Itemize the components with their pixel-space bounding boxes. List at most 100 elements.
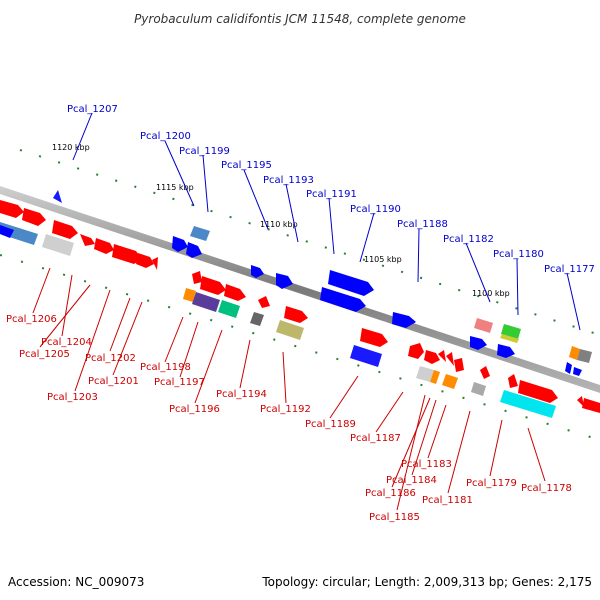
scale-label: 1115 kbp [156, 183, 194, 192]
gene-arrow[interactable] [392, 312, 416, 328]
gene-arrow[interactable] [565, 362, 572, 374]
gene-label-bottom[interactable]: Pcal_1201 [88, 376, 139, 387]
accession-text: Accession: NC_009073 [8, 575, 144, 589]
gene-arrow[interactable] [0, 225, 14, 238]
gene-block[interactable] [42, 234, 74, 256]
gene-arrow[interactable] [200, 276, 226, 295]
scale-ticks [19, 149, 600, 336]
gene-block[interactable] [442, 374, 458, 389]
gene-block[interactable] [276, 320, 304, 340]
scale-label: 1100 kbp [472, 289, 510, 298]
gene-block[interactable] [500, 390, 556, 418]
gene-arrow[interactable] [480, 366, 490, 379]
gene-label-top[interactable]: Pcal_1191 [306, 189, 357, 200]
gene-arrow[interactable] [172, 236, 188, 252]
gene-label-top[interactable]: Pcal_1200 [140, 131, 191, 142]
gene-arrow[interactable] [152, 257, 158, 270]
gene-label-bottom[interactable]: Pcal_1184 [386, 475, 437, 486]
gene-label-bottom[interactable]: Pcal_1202 [85, 353, 136, 364]
gene-arrow[interactable] [80, 234, 95, 246]
scale-label: 1105 kbp [364, 255, 402, 264]
gene-label-bottom[interactable]: Pcal_1192 [260, 404, 311, 415]
gene-label-bottom[interactable]: Pcal_1203 [47, 392, 98, 403]
gene-block[interactable] [218, 300, 240, 318]
gene-block[interactable] [430, 370, 440, 384]
gene-block[interactable] [471, 382, 486, 396]
gene-label-top[interactable]: Pcal_1180 [493, 249, 544, 260]
gene-arrow[interactable] [408, 343, 424, 359]
gene-arrow[interactable] [438, 350, 446, 362]
gene-arrow[interactable] [284, 306, 308, 323]
gene-track-upper [53, 190, 582, 376]
gene-arrow[interactable] [577, 396, 584, 407]
gene-arrow[interactable] [258, 296, 270, 308]
gene-arrow[interactable] [224, 284, 246, 301]
gene-arrow[interactable] [136, 253, 154, 268]
gene-arrow[interactable] [454, 358, 464, 372]
gene-arrow[interactable] [251, 265, 264, 278]
gene-label-bottom[interactable]: Pcal_1204 [41, 337, 92, 348]
gene-label-bottom[interactable]: Pcal_1187 [350, 433, 401, 444]
gene-block[interactable] [569, 346, 580, 360]
gene-arrow[interactable] [53, 190, 62, 203]
gene-arrow[interactable] [518, 380, 558, 403]
gene-block[interactable] [192, 292, 220, 312]
gene-label-top[interactable]: Pcal_1193 [263, 175, 314, 186]
gene-block[interactable] [350, 345, 382, 367]
gene-label-top[interactable]: Pcal_1207 [67, 104, 118, 115]
gene-label-bottom[interactable]: Pcal_1205 [19, 349, 70, 360]
gene-arrow[interactable] [497, 344, 515, 358]
gene-label-bottom[interactable]: Pcal_1197 [154, 377, 205, 388]
map-title: Pyrobaculum calidifontis JCM 11548, comp… [134, 12, 466, 26]
gene-block[interactable] [0, 222, 38, 245]
gene-arrow[interactable] [276, 273, 293, 289]
gene-arrow[interactable] [573, 367, 582, 376]
gene-block[interactable] [474, 318, 493, 333]
gene-label-bottom[interactable]: Pcal_1179 [466, 478, 517, 489]
gene-label-top[interactable]: Pcal_1199 [179, 146, 230, 157]
gene-label-top[interactable]: Pcal_1177 [544, 264, 595, 275]
gene-arrow[interactable] [0, 200, 24, 218]
gene-label-bottom[interactable]: Pcal_1189 [305, 419, 356, 430]
gene-label-top[interactable]: Pcal_1182 [443, 234, 494, 245]
gene-label-top[interactable]: Pcal_1195 [221, 160, 272, 171]
gene-label-bottom[interactable]: Pcal_1185 [369, 512, 420, 523]
leader-lines-bottom [32, 267, 546, 511]
gene-arrow[interactable] [52, 220, 78, 239]
gene-label-top[interactable]: Pcal_1190 [350, 204, 401, 215]
gene-label-bottom[interactable]: Pcal_1186 [365, 488, 416, 499]
gene-label-bottom[interactable]: Pcal_1181 [422, 495, 473, 506]
gene-block[interactable] [183, 288, 196, 302]
gene-arrow[interactable] [508, 374, 518, 388]
gene-arrow[interactable] [320, 287, 366, 312]
gene-label-top[interactable]: Pcal_1188 [397, 219, 448, 230]
gene-label-bottom[interactable]: Pcal_1183 [401, 459, 452, 470]
gene-block[interactable] [416, 366, 434, 382]
gene-label-bottom[interactable]: Pcal_1206 [6, 314, 57, 325]
genome-summary-text: Topology: circular; Length: 2,009,313 bp… [261, 575, 592, 589]
gene-arrow[interactable] [186, 242, 202, 258]
gene-block[interactable] [190, 226, 210, 241]
gene-arrow[interactable] [94, 238, 114, 254]
leader-lines-top [72, 112, 581, 331]
gene-label-bottom[interactable]: Pcal_1198 [140, 362, 191, 373]
gene-arrow[interactable] [470, 336, 487, 350]
gene-label-bottom[interactable]: Pcal_1196 [169, 404, 220, 415]
gene-arrow[interactable] [22, 208, 46, 226]
gene-arrow[interactable] [446, 352, 454, 366]
gene-arrow[interactable] [112, 244, 142, 264]
gene-label-bottom[interactable]: Pcal_1178 [521, 483, 572, 494]
gene-arrow[interactable] [424, 350, 440, 364]
gene-label-bottom[interactable]: Pcal_1194 [216, 389, 267, 400]
gene-track-lower [0, 200, 600, 418]
gene-block[interactable] [577, 349, 592, 363]
scale-label: 1110 kbp [260, 220, 298, 229]
gene-arrow[interactable] [328, 270, 374, 296]
gene-block[interactable] [500, 334, 519, 343]
gene-arrow[interactable] [582, 398, 600, 413]
gene-arrow[interactable] [192, 271, 202, 284]
gene-arrow[interactable] [360, 328, 388, 347]
gene-block[interactable] [250, 312, 264, 326]
genome-backbone [0, 186, 600, 393]
